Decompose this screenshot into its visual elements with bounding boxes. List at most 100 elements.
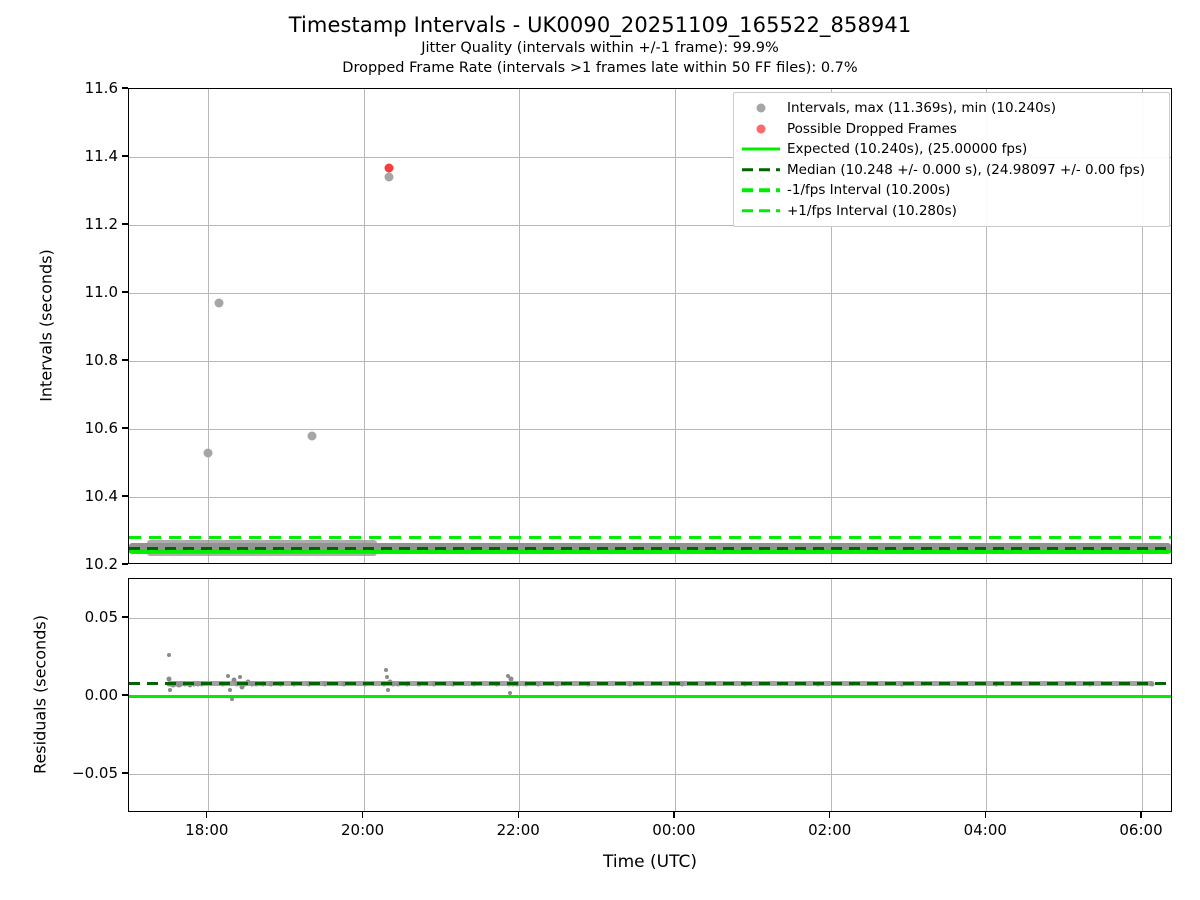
gridline-vertical [674,89,676,563]
legend: Intervals, max (11.369s), min (10.240s) P… [733,92,1170,227]
legend-item-label: Possible Dropped Frames [787,120,957,137]
residual-point [383,667,388,672]
residual-point [508,676,514,682]
x-tick-label: 22:00 [496,821,540,839]
x-tick-mark [673,812,675,818]
y-tick-label: 0.00 [84,686,118,704]
y-tick-mark [122,359,128,361]
y-tick-label: −0.05 [72,764,118,782]
gridline-vertical [1142,89,1143,563]
residual-point [166,676,172,682]
legend-item: Possible Dropped Frames [740,119,1162,140]
dashed-line-icon [742,188,780,192]
y-tick-mark [122,87,128,89]
legend-item-label: +1/fps Interval (10.280s) [787,202,957,219]
y-tick-label: 11.6 [84,79,118,97]
gridline-horizontal [129,361,1171,362]
reference-line-expected [129,549,1171,553]
y-tick-mark [122,563,128,565]
residual-point [228,687,233,692]
legend-marker-circle-icon [740,120,782,138]
residual-reference-line-expected [129,694,1171,698]
legend-item-label: Intervals, max (11.369s), min (10.240s) [787,100,1056,117]
residual-point [239,684,245,690]
gridline-horizontal [129,497,1171,498]
residuals-plot-area [128,578,1172,812]
legend-item: Median (10.248 +/- 0.000 s), (24.98097 +… [740,160,1162,181]
residual-point [385,687,390,692]
gridline-vertical [207,89,209,563]
residual-point [384,675,389,680]
residual-point [231,677,237,683]
y-tick-label: 11.4 [84,147,118,165]
y-tick-label: 10.4 [84,487,118,505]
x-tick-mark [206,812,208,818]
y-tick-mark [122,155,128,157]
circle-icon [756,103,766,113]
residual-reference-line-median-overlay [129,682,1171,685]
x-tick-label: 00:00 [652,821,696,839]
legend-swatch-dashed-line-icon [740,161,782,179]
legend-item: Intervals, max (11.369s), min (10.240s) [740,98,1162,119]
interval-outlier-point [384,172,394,182]
y-tick-mark [122,495,128,497]
intervals-y-axis-label: Intervals (seconds) [36,249,56,402]
y-tick-label: 11.0 [84,283,118,301]
y-tick-mark [122,427,128,429]
subtitle-jitter-quality: Jitter Quality (intervals within +/-1 fr… [421,40,779,56]
gridline-vertical [986,89,988,563]
interval-outlier-point [203,448,213,458]
legend-item: +1/fps Interval (10.280s) [740,201,1162,222]
x-tick-label: 02:00 [808,821,852,839]
y-tick-label: 10.8 [84,351,118,369]
reference-line-minus_one_fps [129,564,1171,565]
title-block: Timestamp Intervals - UK0090_20251109_16… [0,12,1200,78]
x-tick-mark [517,812,519,818]
page-title: Timestamp Intervals - UK0090_20251109_16… [288,13,912,37]
legend-swatch-dashed-line-icon [740,181,782,199]
dashed-line-icon [742,168,780,172]
legend-item-label: Expected (10.240s), (25.00000 fps) [787,141,1028,158]
residuals-y-axis-label: Residuals (seconds) [30,615,50,774]
residual-point [166,653,171,658]
legend-item: Expected (10.240s), (25.00000 fps) [740,139,1162,160]
interval-outlier-point [214,298,224,308]
x-tick-label: 04:00 [963,821,1007,839]
residual-point [237,675,242,680]
reference-line-median [129,547,1171,551]
legend-item: -1/fps Interval (10.200s) [740,180,1162,201]
x-axis-label: Time (UTC) [603,852,697,872]
reference-line-plus_one_fps [129,536,1171,540]
interval-outlier-point [307,431,317,441]
y-tick-label: 0.05 [84,608,118,626]
y-tick-mark [122,291,128,293]
legend-marker-circle-icon [740,99,782,117]
y-tick-label: 10.6 [84,419,118,437]
residual-point [506,673,510,678]
legend-item-label: -1/fps Interval (10.200s) [787,182,951,199]
gridline-horizontal [129,225,1171,226]
y-tick-label: 11.2 [84,215,118,233]
x-tick-label: 06:00 [1119,821,1163,839]
gridline-vertical [363,89,365,563]
circle-icon [756,124,766,134]
legend-item-label: Median (10.248 +/- 0.000 s), (24.98097 +… [787,161,1146,178]
gridline-vertical [519,89,521,563]
legend-swatch-dashed-line-icon [740,202,782,220]
residual-point [226,673,231,678]
gridline-horizontal [129,157,1171,158]
y-tick-mark [122,694,128,696]
gridline-horizontal [129,293,1171,294]
y-tick-label: 10.2 [84,555,118,573]
dropped-frame-point [384,163,394,172]
subtitle-dropped-frame-rate: Dropped Frame Rate (intervals >1 frames … [342,60,858,76]
y-tick-mark [122,616,128,618]
solid-line-icon [742,147,780,151]
x-tick-mark [361,812,364,818]
gridline-horizontal [129,774,1171,775]
residual-point [508,690,513,695]
residual-point [167,687,172,692]
x-tick-mark [829,812,831,818]
x-tick-label: 20:00 [340,821,385,839]
